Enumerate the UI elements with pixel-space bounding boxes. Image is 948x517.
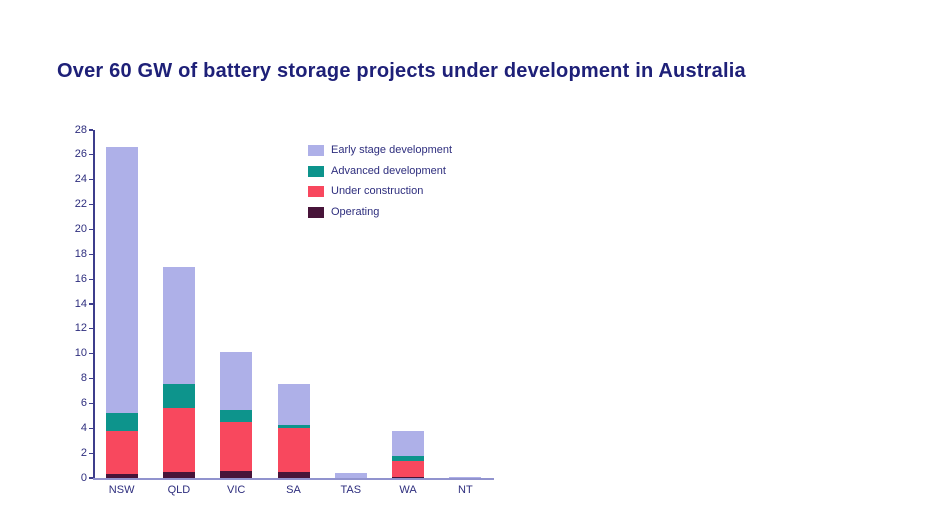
y-tick-label: 4 xyxy=(80,421,87,434)
bar-segment-early-stage-development xyxy=(449,476,482,478)
y-tick-mark xyxy=(89,427,93,429)
legend-item: Operating xyxy=(308,205,452,218)
bar-segment-under-construction xyxy=(162,407,195,472)
y-tick-label: 20 xyxy=(74,222,87,235)
legend-swatch xyxy=(308,165,324,177)
y-tick-label: 12 xyxy=(74,322,87,335)
bar-segment-early-stage-development xyxy=(334,473,367,478)
x-axis-label: SA xyxy=(286,484,301,496)
y-tick-label: 28 xyxy=(74,123,87,136)
legend-swatch xyxy=(308,186,324,197)
legend-swatch xyxy=(308,206,324,218)
bar-segment-advanced-development xyxy=(105,412,138,432)
y-tick-mark xyxy=(89,477,93,479)
bar-segment-early-stage-development xyxy=(105,147,138,413)
y-axis-line xyxy=(93,130,95,479)
x-axis-label: TAS xyxy=(340,484,362,496)
bar-segment-under-construction xyxy=(277,427,310,472)
bar-segment-advanced-development xyxy=(162,383,195,408)
y-tick-label: 14 xyxy=(74,297,87,310)
legend-item: Advanced development xyxy=(308,164,452,177)
y-tick-mark xyxy=(89,402,93,405)
y-tick-label: 6 xyxy=(80,396,87,409)
bar-segment-under-construction xyxy=(105,431,138,475)
y-tick-mark xyxy=(89,377,93,380)
y-tick-mark xyxy=(89,278,93,280)
y-tick-mark xyxy=(89,253,93,255)
y-tick-mark xyxy=(89,353,93,355)
y-tick-label: 24 xyxy=(74,173,87,186)
legend-item: Under construction xyxy=(308,186,452,197)
legend-label: Operating xyxy=(331,205,380,218)
bar-segment-operating xyxy=(277,471,310,478)
y-tick-mark xyxy=(89,179,93,181)
y-tick-mark xyxy=(89,129,93,131)
bar-segment-operating xyxy=(105,474,138,478)
y-tick-mark xyxy=(89,452,93,454)
y-tick-mark xyxy=(89,154,93,156)
y-tick-mark xyxy=(89,228,93,231)
chart-title: Over 60 GW of battery storage projects u… xyxy=(57,60,746,82)
bar-segment-under-construction xyxy=(220,422,253,472)
x-axis-label: WA xyxy=(399,484,417,496)
y-tick-label: 22 xyxy=(74,198,87,211)
x-axis-label: QLD xyxy=(167,484,191,496)
y-tick-label: 26 xyxy=(74,148,87,161)
legend: Early stage development Advanced developm… xyxy=(308,145,452,227)
bar-segment-operating xyxy=(162,471,195,478)
bar-segment-early-stage-development xyxy=(277,384,310,426)
legend-label: Early stage development xyxy=(331,144,453,156)
bar-segment-operating xyxy=(392,476,425,478)
legend-label: Under construction xyxy=(331,185,424,197)
y-tick-mark xyxy=(89,328,93,330)
y-tick-label: 0 xyxy=(80,471,87,484)
x-axis-label: NT xyxy=(458,484,473,496)
bar-segment-under-construction xyxy=(392,461,425,477)
x-axis-line xyxy=(93,478,494,480)
x-axis-label: VIC xyxy=(227,484,246,496)
y-tick-label: 18 xyxy=(74,247,87,260)
legend-swatch xyxy=(308,145,324,156)
legend-item: Early stage development xyxy=(308,145,452,156)
y-tick-label: 2 xyxy=(80,446,87,459)
x-axis-label: NSW xyxy=(108,484,135,496)
bar-segment-advanced-development xyxy=(392,455,425,462)
y-tick-label: 8 xyxy=(80,372,87,385)
bar-segment-early-stage-development xyxy=(392,430,425,456)
bar-segment-advanced-development xyxy=(277,425,310,428)
bar-segment-early-stage-development xyxy=(162,266,195,384)
bar-segment-advanced-development xyxy=(220,410,253,423)
y-tick-label: 16 xyxy=(74,272,87,285)
legend-label: Advanced development xyxy=(331,164,446,177)
bar-segment-operating xyxy=(220,471,253,478)
bar-segment-early-stage-development xyxy=(220,352,253,411)
y-tick-mark xyxy=(89,203,93,206)
y-tick-label: 10 xyxy=(74,347,87,360)
y-tick-mark xyxy=(89,303,93,305)
